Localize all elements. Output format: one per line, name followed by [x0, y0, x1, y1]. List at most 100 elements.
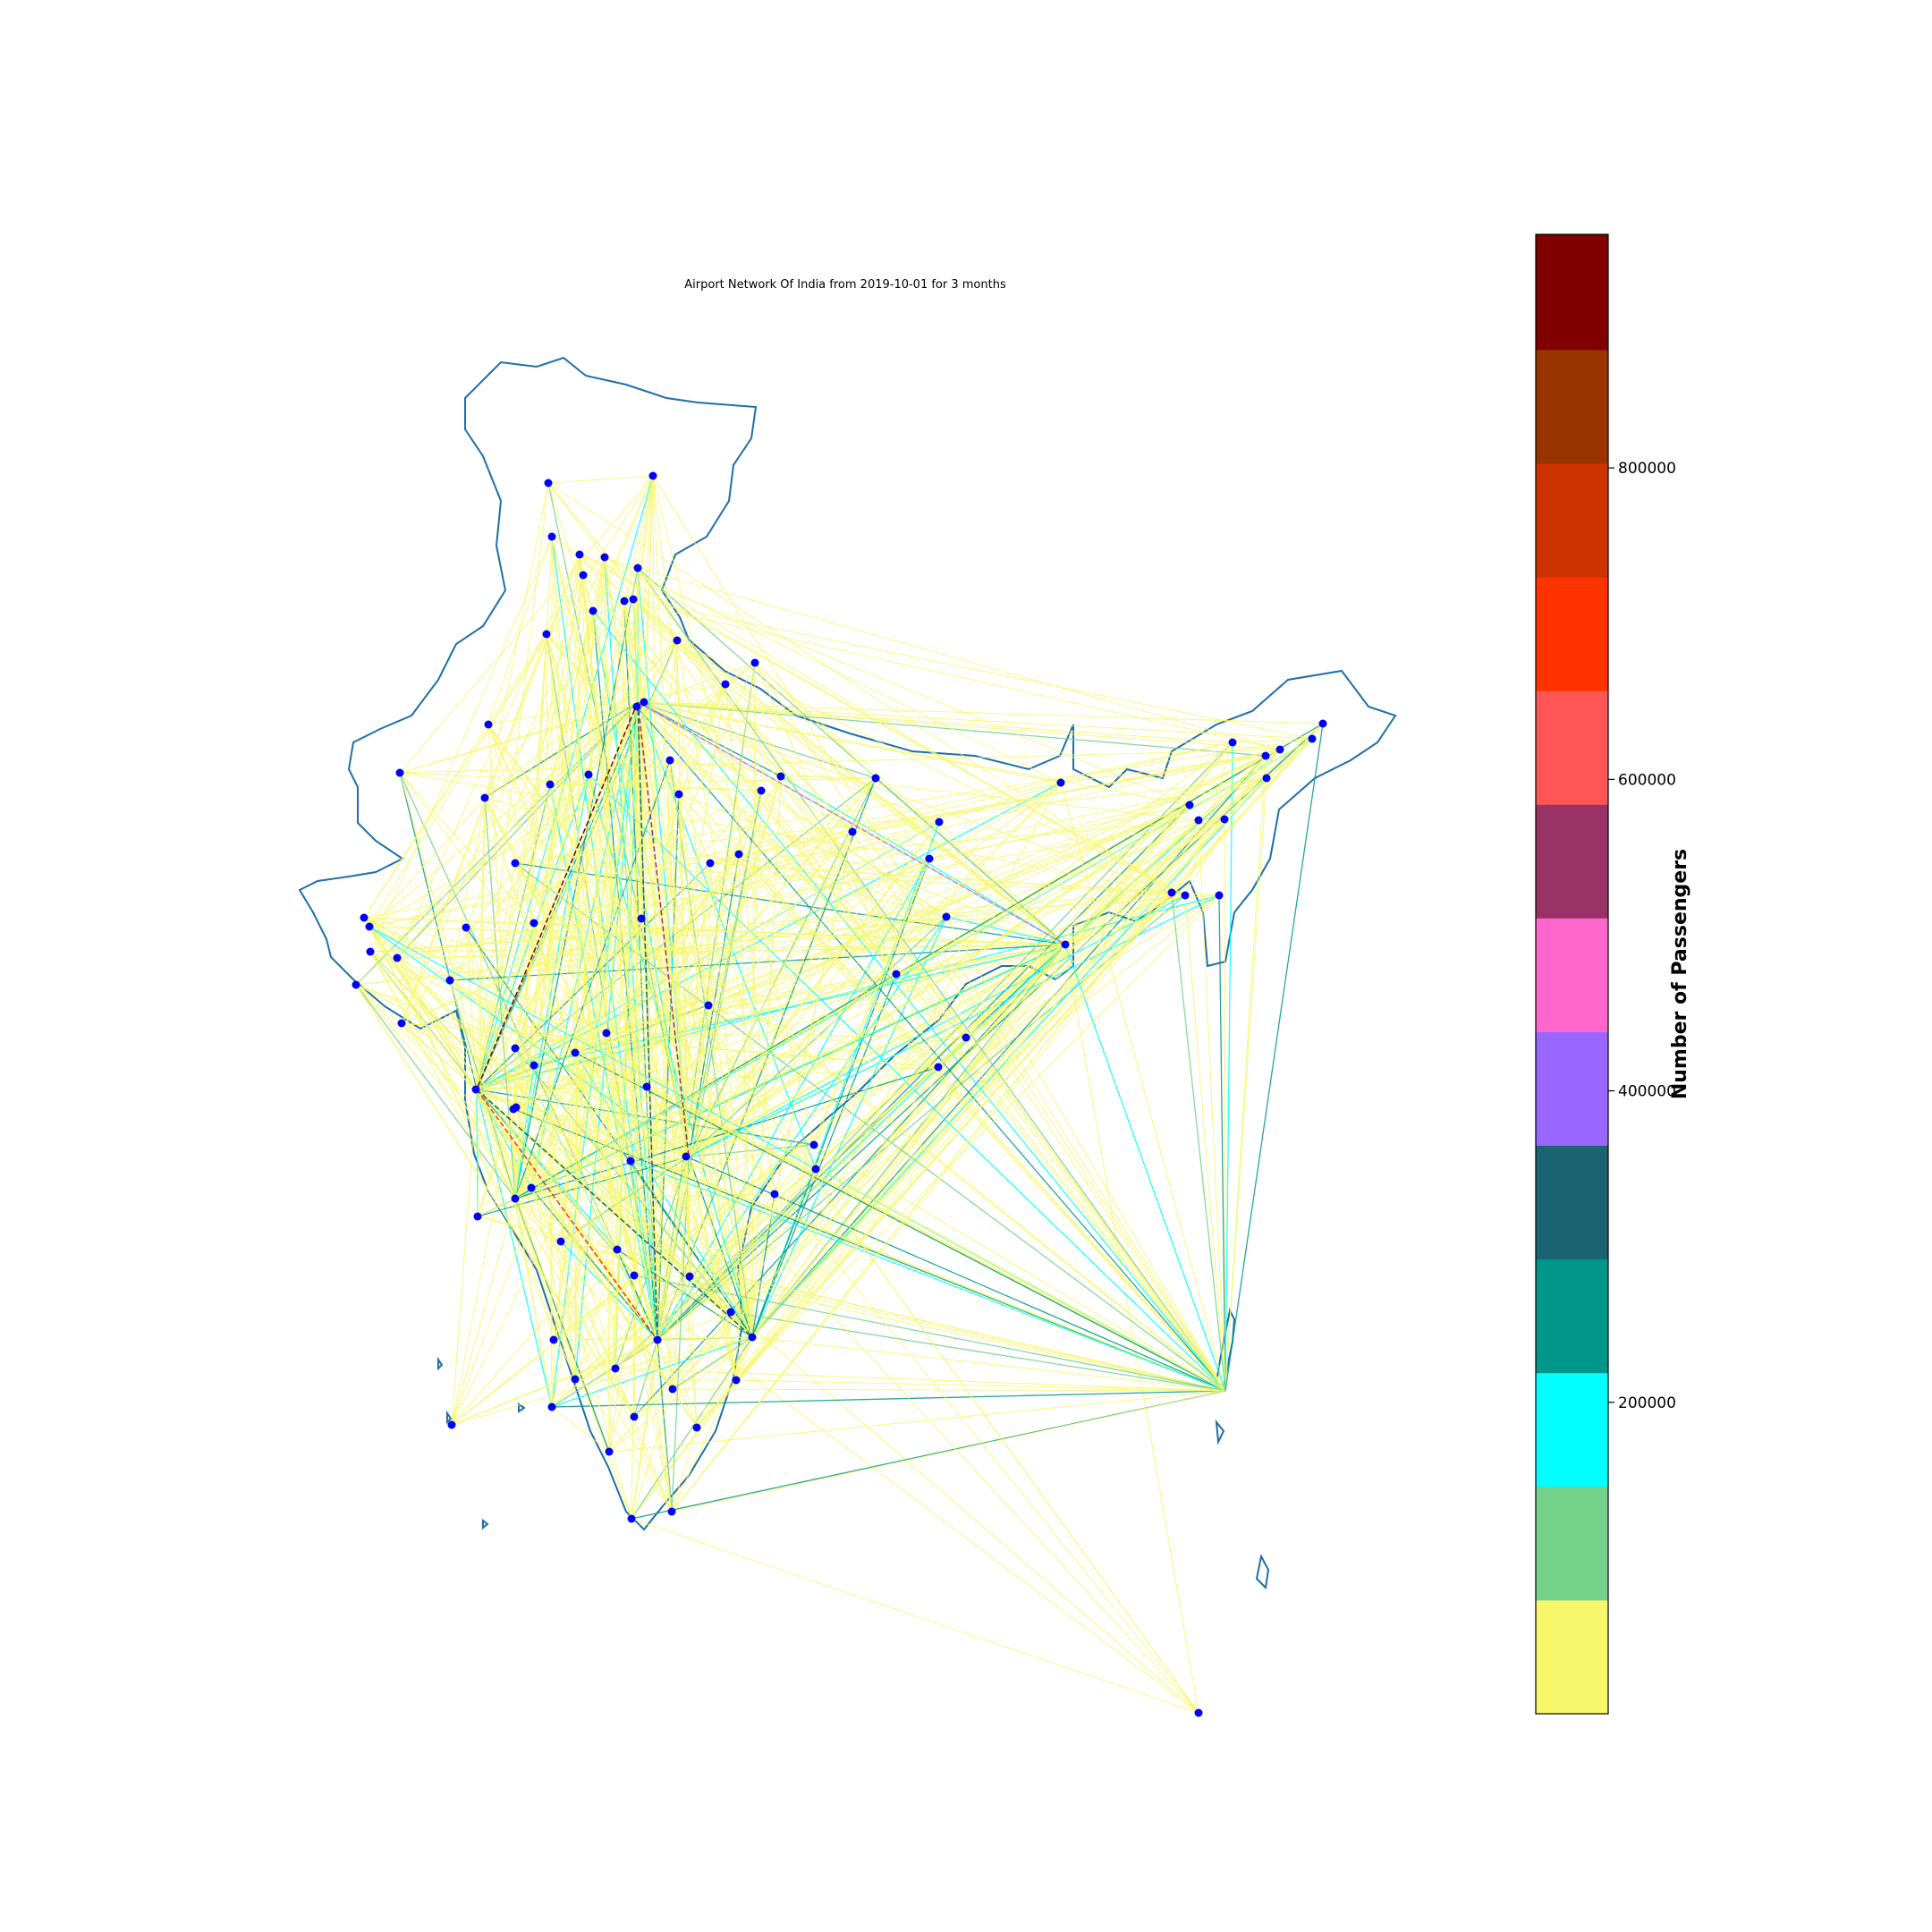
- flight-route: [937, 741, 1233, 1068]
- flight-route: [696, 1336, 753, 1428]
- flight-route: [451, 1089, 478, 1426]
- flight-route: [1171, 892, 1226, 1392]
- flight-route: [477, 1216, 691, 1277]
- flight-route: [945, 916, 1226, 1392]
- flight-route: [574, 1052, 690, 1157]
- colorbar-tick-label: 400000: [1618, 1083, 1676, 1101]
- flight-route: [551, 1390, 1226, 1408]
- flight-route: [676, 640, 853, 833]
- airport-marker: [530, 919, 538, 928]
- flight-route: [652, 475, 815, 1146]
- flight-route: [735, 819, 1199, 1381]
- airport-marker: [809, 1140, 818, 1149]
- airport-marker: [871, 774, 880, 783]
- flight-route: [369, 951, 477, 1090]
- flight-route: [751, 741, 1233, 1338]
- flight-route: [672, 1336, 753, 1390]
- airport-marker: [484, 720, 493, 729]
- airport-marker: [640, 698, 648, 707]
- flight-route: [514, 1086, 648, 1199]
- flight-route: [477, 797, 486, 1217]
- colorbar-tick-label: 800000: [1618, 460, 1676, 478]
- flight-route: [631, 741, 1233, 1520]
- flight-route: [616, 1249, 673, 1513]
- airport-marker: [1181, 891, 1190, 900]
- flight-route: [484, 797, 516, 1199]
- flight-route: [760, 790, 947, 918]
- flight-route: [533, 922, 658, 1341]
- flight-route: [553, 1336, 753, 1341]
- airport-marker: [962, 1033, 970, 1042]
- flight-route: [1184, 755, 1267, 896]
- flight-route: [678, 793, 737, 1381]
- flight-route: [449, 979, 576, 1054]
- flight-route: [676, 640, 775, 1195]
- flight-route: [451, 944, 1066, 1426]
- flight-route: [465, 790, 762, 928]
- flight-route: [669, 759, 691, 1277]
- flight-route: [355, 984, 658, 1341]
- flight-route: [553, 701, 645, 1341]
- flight-route: [487, 536, 553, 725]
- airport-marker: [734, 850, 743, 859]
- flight-route: [632, 598, 1313, 740]
- flight-route: [708, 775, 782, 1006]
- airport-marker: [630, 1271, 639, 1280]
- flight-route: [637, 701, 782, 777]
- airport-marker: [1228, 738, 1237, 747]
- flight-route: [730, 1311, 1226, 1392]
- flight-route: [637, 701, 967, 1038]
- colorbar-bin-8: [1536, 691, 1608, 805]
- flight-route: [513, 804, 1191, 1110]
- flight-route: [475, 1089, 635, 1276]
- flight-route: [1224, 818, 1226, 1392]
- airport-marker: [527, 1183, 536, 1192]
- flight-route: [813, 1144, 1226, 1392]
- airport-marker: [757, 786, 766, 795]
- airport-marker: [1185, 801, 1194, 809]
- flight-route: [636, 706, 1226, 1392]
- airport-marker: [575, 550, 584, 559]
- flight-route: [546, 598, 634, 635]
- flight-route: [551, 1168, 817, 1408]
- flight-route: [1224, 723, 1324, 1392]
- flight-route: [514, 862, 711, 1199]
- airport-marker: [704, 1001, 713, 1010]
- flight-route: [604, 556, 1173, 894]
- flight-route: [751, 973, 897, 1338]
- flight-route: [780, 775, 877, 779]
- busy-flight-route: [637, 701, 1066, 945]
- flight-route: [369, 926, 516, 1199]
- airport-marker: [462, 923, 470, 932]
- colorbar-bin-1: [1536, 1486, 1608, 1601]
- flight-route: [657, 894, 1220, 1341]
- flight-route: [636, 706, 737, 1381]
- flight-route: [560, 1241, 673, 1513]
- flight-route: [1060, 755, 1267, 784]
- flight-route: [671, 1427, 698, 1513]
- lakshadweep-islands: [437, 1356, 526, 1530]
- airport-marker: [547, 1402, 556, 1411]
- flight-route: [451, 1336, 753, 1426]
- airport-marker: [511, 859, 520, 868]
- airport-marker: [630, 1412, 639, 1421]
- flight-route: [514, 777, 877, 1199]
- flight-route: [852, 831, 1186, 896]
- flight-route: [678, 793, 1066, 945]
- flight-route: [852, 831, 1226, 1392]
- flight-route: [355, 916, 947, 986]
- flight-route: [630, 858, 930, 1162]
- flight-route: [514, 1047, 690, 1157]
- airport-marker: [935, 818, 944, 826]
- flight-route: [355, 984, 516, 1199]
- airport-marker: [811, 1165, 820, 1174]
- flight-route: [579, 554, 607, 1034]
- flight-route: [760, 790, 1226, 1392]
- airport-marker: [549, 1335, 558, 1344]
- colorbar-bin-2: [1536, 1372, 1608, 1487]
- flight-route: [560, 790, 762, 1242]
- airport-marker: [732, 1376, 741, 1385]
- flight-route: [514, 862, 711, 1049]
- flight-route: [514, 862, 1220, 896]
- flight-route: [476, 475, 654, 1090]
